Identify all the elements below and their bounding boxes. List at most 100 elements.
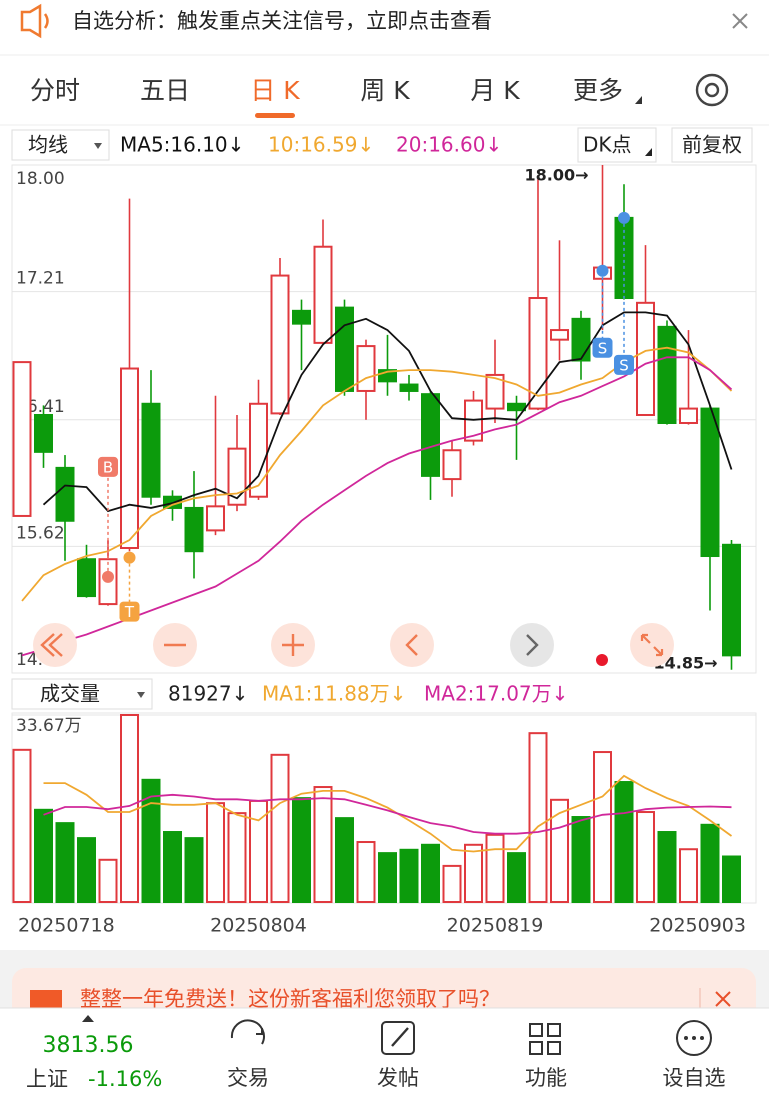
volume-bar [270, 753, 290, 904]
tab[interactable]: 月 K [470, 76, 520, 105]
index-quote[interactable]: 3813.56 上证 -1.16% [26, 1015, 162, 1091]
volume-bar [593, 751, 612, 903]
y-tick-label: 33.67万 [16, 716, 82, 736]
candle-body [34, 413, 53, 453]
price-chart: 18.0017.2116.4115.6214.83BTSS18.00→14.85… [12, 164, 756, 674]
candle-body [12, 361, 32, 517]
candle-body [335, 306, 354, 392]
candle-body [55, 466, 75, 522]
plus-icon [282, 634, 304, 656]
volume-chart: 33.67万 [12, 714, 756, 904]
signal-badge [98, 456, 118, 477]
volume-bar [98, 858, 118, 904]
extreme-annotation: 18.00→ [524, 166, 588, 185]
ma-line [43, 793, 732, 835]
candle-body [120, 367, 139, 550]
volume-bar [528, 732, 548, 903]
candle-body [442, 449, 462, 481]
volume-bar [442, 864, 462, 903]
x-tick-label: 20250804 [210, 915, 307, 937]
expand-button[interactable] [630, 623, 674, 667]
speaker-wave [43, 13, 49, 29]
volume-bar [77, 837, 96, 903]
candle-body [550, 329, 569, 341]
volume-select[interactable] [11, 678, 153, 710]
volume-bar [722, 855, 741, 904]
candle-body [679, 407, 698, 425]
volume-bar [163, 831, 182, 904]
post-icon [381, 1021, 415, 1055]
dot [692, 1036, 696, 1040]
candle-body [141, 402, 161, 498]
candle-body [249, 402, 268, 498]
volume-bar [700, 823, 720, 904]
candle-body [77, 558, 96, 598]
candle-body [184, 506, 204, 553]
candle-body [700, 407, 720, 558]
ad-close[interactable] [715, 991, 731, 1007]
candle-body [227, 447, 247, 506]
ma-line [21, 356, 733, 657]
legend-entry: 10:16.59↓ [268, 133, 374, 157]
tab[interactable]: 五日 [140, 76, 190, 105]
tab[interactable]: 周 K [360, 76, 410, 105]
settings-icon[interactable] [695, 73, 729, 107]
zoom-out-far-button[interactable] [33, 623, 77, 667]
volume-frame [11, 712, 757, 904]
dropdown-arrow [137, 692, 145, 698]
candle-body [292, 309, 311, 325]
pen-icon [391, 1027, 409, 1047]
candle-body [378, 369, 397, 383]
left-icon [405, 634, 418, 656]
volume-bar [485, 833, 505, 903]
volume-bar [141, 778, 161, 904]
volume-bar [571, 816, 591, 904]
candle-body [485, 373, 505, 410]
x-tick-label: 20250819 [447, 915, 544, 937]
tab[interactable]: 日 K [250, 76, 300, 105]
volume-bar [356, 841, 376, 904]
signal-badge [119, 601, 140, 622]
dropdown-arrow [94, 143, 102, 149]
marker-label: DK点 [583, 133, 632, 157]
nav-items: 交易 发帖 功能 设自选 [227, 1019, 726, 1090]
signal-dot [102, 570, 114, 583]
status-dot [596, 654, 608, 666]
adjust-button[interactable] [671, 127, 753, 163]
indicator-select[interactable] [11, 129, 110, 161]
volume-bar [34, 808, 53, 904]
dot [700, 1036, 704, 1040]
candle-body [507, 402, 526, 412]
candle-body [421, 393, 440, 477]
volume-bar [378, 852, 397, 903]
signal-dot [123, 551, 136, 564]
dot [684, 1036, 688, 1040]
y-tick-label: 15.62 [16, 523, 65, 543]
volume-bar [292, 797, 311, 903]
tab[interactable]: 更多 [573, 76, 623, 105]
signal-label: B [103, 458, 113, 476]
function-icon [529, 1023, 561, 1055]
next-button[interactable] [510, 623, 554, 667]
x-tick-label: 20250718 [18, 915, 115, 937]
indicator-label: 均线 [28, 133, 68, 157]
signal-badge [592, 337, 613, 358]
candle-body [206, 505, 225, 532]
prev-button[interactable] [390, 623, 434, 667]
tab[interactable]: 分时 [30, 76, 80, 105]
volume-bar [657, 831, 677, 904]
volume-bar [550, 798, 569, 904]
close-icon[interactable] [732, 13, 748, 29]
chart-controls [33, 623, 674, 667]
candle-body [528, 297, 548, 410]
marker-button[interactable] [577, 127, 657, 163]
volume-bar [636, 811, 655, 903]
notice-bar[interactable]: 自选分析：触发重点关注信号，立即点击查看 [20, 3, 492, 39]
nav-item[interactable]: 交易 [227, 1066, 269, 1090]
nav-item[interactable]: 发帖 [377, 1066, 419, 1090]
nav-item[interactable]: 功能 [525, 1066, 567, 1090]
volume-bar [421, 843, 440, 904]
signal-label: S [598, 339, 608, 357]
volume-bar [313, 786, 333, 904]
nav-item[interactable]: 设自选 [663, 1066, 726, 1090]
